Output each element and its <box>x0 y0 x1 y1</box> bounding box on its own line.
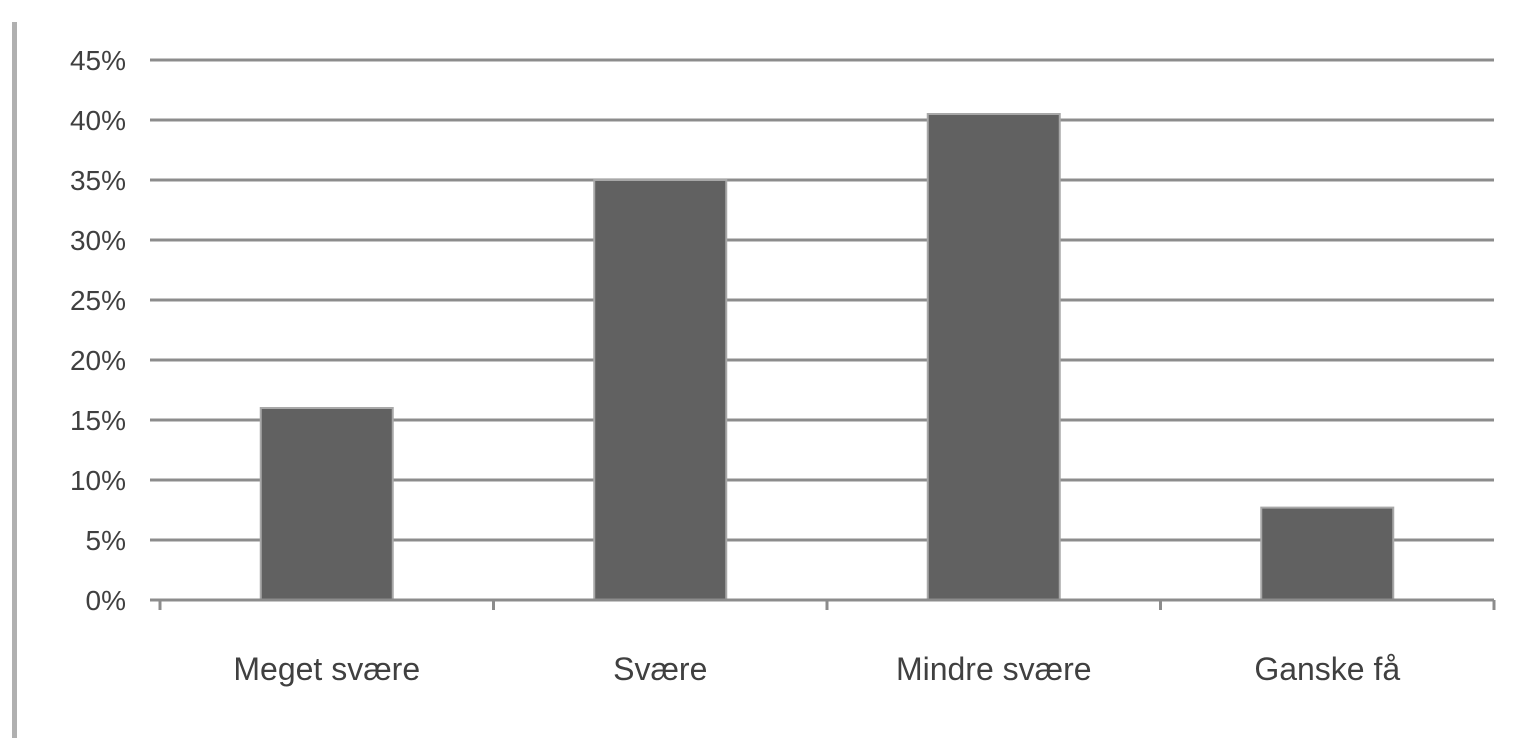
bar-4 <box>1260 506 1395 602</box>
x-axis <box>150 598 1496 610</box>
y-tick-label: 20% <box>70 345 126 376</box>
y-tick-label: 25% <box>70 285 126 316</box>
x-tick-labels: Meget svære Svære Mindre svære Ganske få <box>233 651 1400 687</box>
bar-3 <box>926 113 1061 601</box>
bar-1 <box>259 407 394 601</box>
bar-2 <box>593 179 728 601</box>
y-tick-label: 10% <box>70 465 126 496</box>
y-tick-label: 45% <box>70 45 126 76</box>
y-tick-label: 30% <box>70 225 126 256</box>
y-tick-label: 0% <box>86 585 126 616</box>
x-tick-label: Mindre svære <box>896 651 1092 687</box>
x-tick-label: Svære <box>613 651 707 687</box>
y-tick-label: 35% <box>70 165 126 196</box>
y-tick-label: 5% <box>86 525 126 556</box>
y-tick-label: 40% <box>70 105 126 136</box>
bars <box>259 113 1395 602</box>
x-tick-label: Meget svære <box>233 651 420 687</box>
left-frame-line <box>12 22 17 738</box>
y-tick-label: 15% <box>70 405 126 436</box>
y-tick-labels: 0% 5% 10% 15% 20% 25% 30% 35% 40% 45% <box>70 45 126 616</box>
x-tick-label: Ganske få <box>1254 651 1400 687</box>
